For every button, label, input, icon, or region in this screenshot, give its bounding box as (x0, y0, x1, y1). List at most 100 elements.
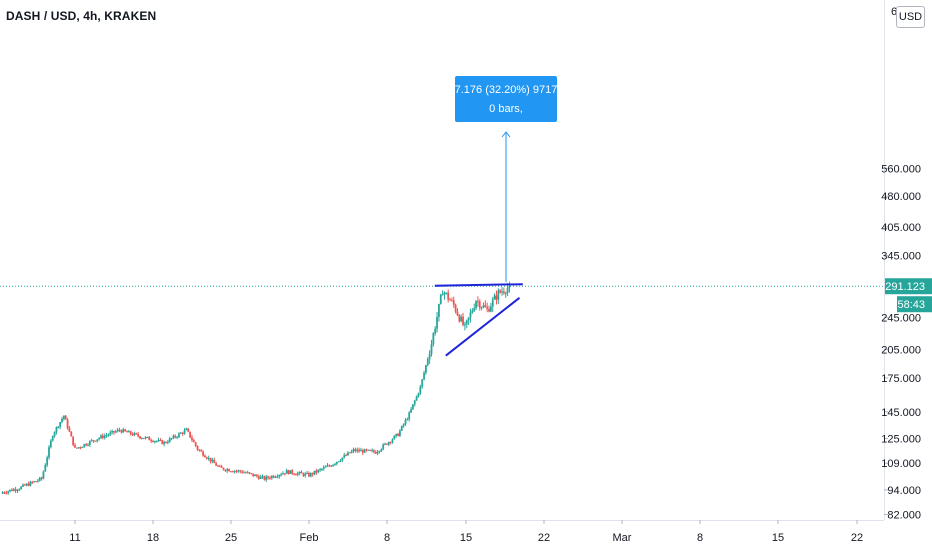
candle[interactable] (133, 431, 136, 437)
candle[interactable] (380, 448, 383, 453)
candle[interactable] (454, 303, 457, 314)
candle[interactable] (55, 426, 58, 435)
candle[interactable] (114, 429, 117, 434)
candle[interactable] (155, 440, 158, 443)
candle[interactable] (81, 446, 84, 448)
candle[interactable] (228, 468, 231, 472)
candle[interactable] (126, 430, 128, 433)
candle[interactable] (330, 464, 333, 467)
candle[interactable] (59, 421, 62, 430)
candle[interactable] (499, 289, 502, 294)
candle[interactable] (488, 305, 490, 313)
candle[interactable] (131, 432, 134, 436)
candle[interactable] (354, 447, 357, 453)
candle[interactable] (484, 300, 487, 308)
candle[interactable] (313, 470, 316, 476)
candle[interactable] (101, 433, 104, 440)
candle[interactable] (263, 475, 266, 481)
candle[interactable] (204, 454, 206, 458)
candle[interactable] (434, 325, 437, 336)
candle[interactable] (170, 437, 173, 441)
candle[interactable] (272, 474, 275, 479)
candle[interactable] (298, 471, 301, 476)
candle[interactable] (140, 437, 143, 440)
candle[interactable] (441, 290, 444, 296)
candle[interactable] (337, 461, 340, 463)
candle[interactable] (181, 431, 184, 436)
candle[interactable] (261, 474, 264, 479)
candle[interactable] (397, 432, 399, 437)
candle[interactable] (387, 441, 390, 447)
candle[interactable] (399, 429, 401, 437)
candle[interactable] (296, 471, 299, 477)
measure-tooltip[interactable] (455, 76, 557, 122)
candle[interactable] (209, 457, 212, 464)
candle[interactable] (25, 482, 28, 487)
candle[interactable] (269, 476, 271, 480)
candle[interactable] (358, 447, 360, 453)
candle[interactable] (315, 468, 318, 475)
candle[interactable] (311, 472, 314, 477)
candle[interactable] (501, 286, 503, 296)
candle[interactable] (163, 440, 166, 447)
candle[interactable] (120, 429, 123, 434)
candle[interactable] (235, 469, 238, 474)
candle[interactable] (376, 450, 379, 456)
candle[interactable] (471, 307, 474, 314)
candle[interactable] (287, 469, 290, 475)
candle[interactable] (96, 439, 99, 443)
candle[interactable] (213, 457, 216, 464)
candle[interactable] (198, 449, 201, 452)
candle[interactable] (328, 464, 331, 467)
resistance-trendline[interactable] (434, 283, 523, 287)
candle[interactable] (341, 457, 344, 462)
candle[interactable] (27, 481, 30, 487)
candle[interactable] (257, 474, 260, 480)
candle[interactable] (363, 448, 366, 453)
candle[interactable] (447, 289, 450, 303)
candle[interactable] (456, 308, 459, 317)
candle[interactable] (462, 312, 464, 327)
candle[interactable] (72, 436, 75, 447)
candle[interactable] (20, 485, 23, 490)
candle[interactable] (237, 469, 240, 473)
candle[interactable] (124, 428, 127, 432)
candle[interactable] (283, 473, 286, 476)
candle[interactable] (36, 479, 39, 483)
candle[interactable] (70, 431, 73, 437)
candle[interactable] (285, 468, 288, 474)
candle[interactable] (87, 443, 89, 447)
candle[interactable] (185, 427, 188, 431)
candle[interactable] (51, 435, 54, 442)
candle[interactable] (10, 488, 13, 492)
candle[interactable] (282, 471, 284, 475)
candle[interactable] (347, 451, 349, 456)
candle[interactable] (373, 449, 375, 454)
candle[interactable] (339, 459, 342, 463)
candle[interactable] (280, 472, 282, 477)
candle[interactable] (157, 437, 160, 442)
candle[interactable] (174, 434, 177, 439)
candle[interactable] (304, 472, 307, 478)
candle[interactable] (109, 430, 112, 436)
candle[interactable] (1, 491, 4, 495)
candle[interactable] (449, 298, 451, 301)
candle[interactable] (384, 442, 386, 446)
candle[interactable] (378, 450, 381, 454)
candle[interactable] (382, 443, 385, 451)
candle[interactable] (386, 443, 388, 446)
candle[interactable] (361, 448, 364, 456)
candle[interactable] (289, 470, 292, 474)
candle[interactable] (9, 489, 11, 493)
candle[interactable] (42, 470, 45, 480)
candle[interactable] (423, 370, 425, 381)
candle[interactable] (222, 467, 225, 471)
candle[interactable] (291, 468, 294, 476)
candle[interactable] (293, 473, 295, 476)
candle[interactable] (317, 469, 320, 474)
candle[interactable] (473, 303, 476, 312)
candle[interactable] (480, 306, 483, 311)
candle[interactable] (152, 439, 154, 443)
candle[interactable] (205, 456, 208, 460)
